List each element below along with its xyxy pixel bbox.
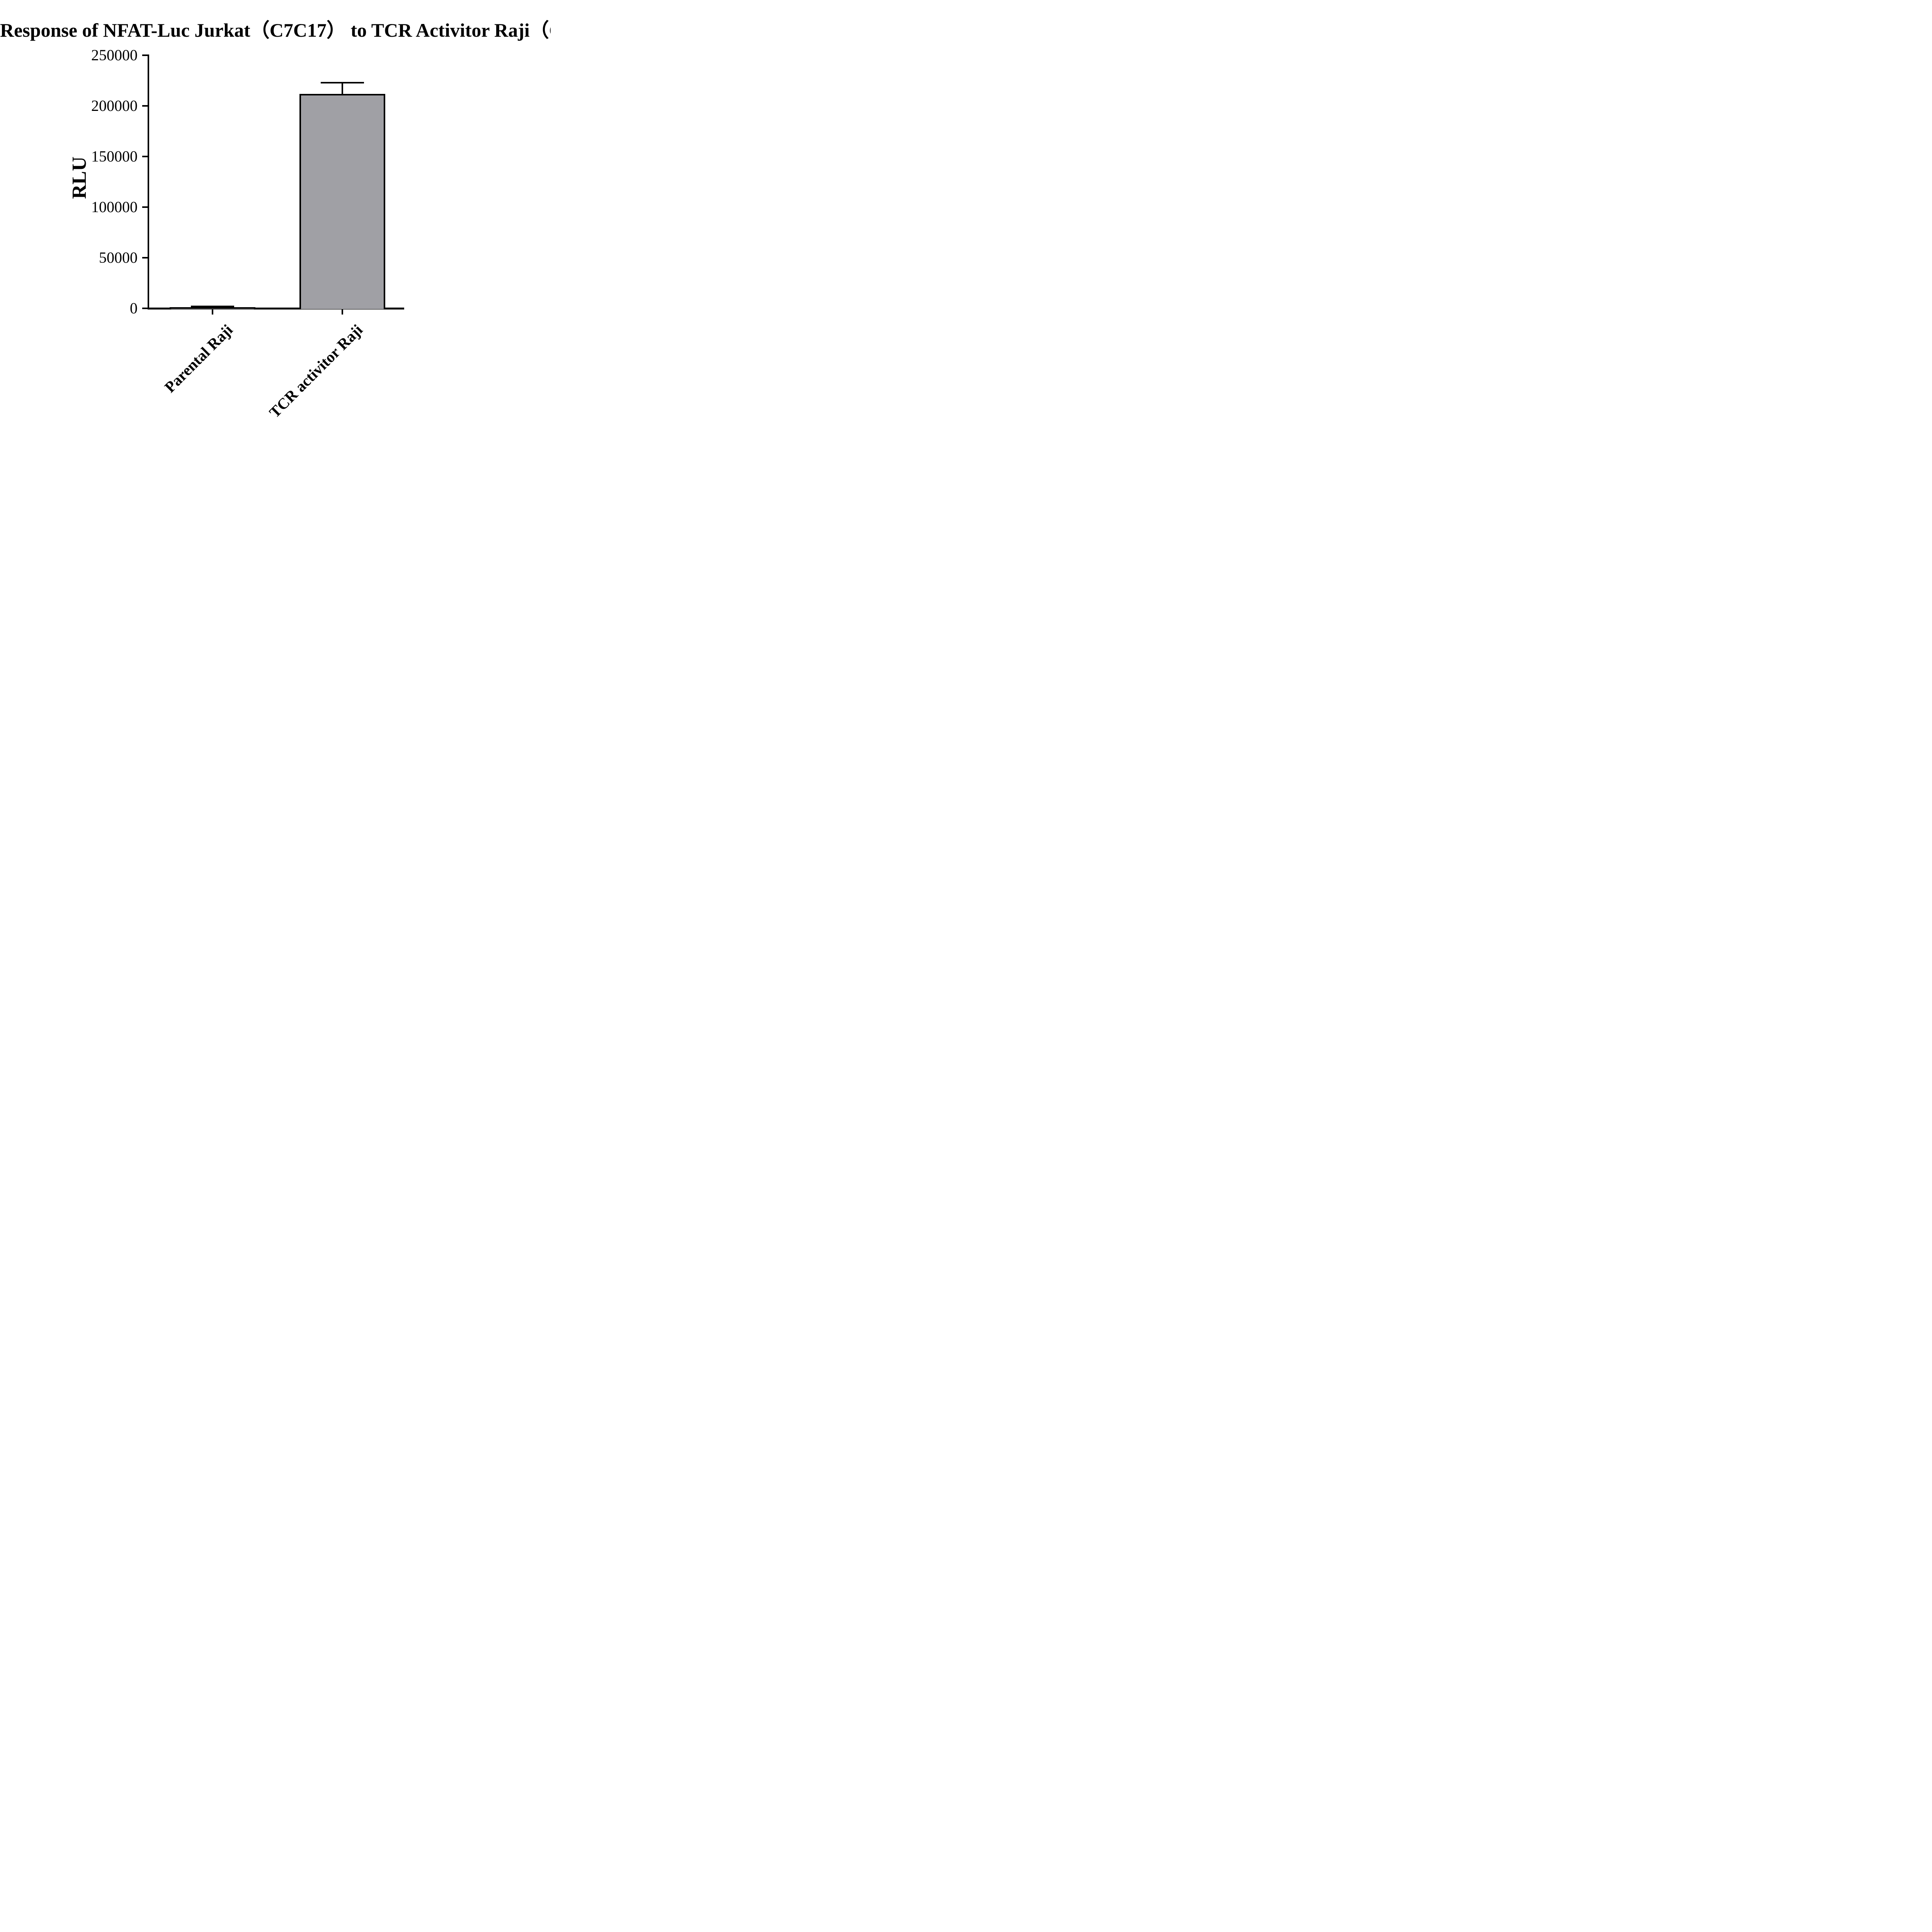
y-tick-mark — [142, 105, 148, 107]
x-category-label-tcr-activitor-raji: TCR activitor Raji — [265, 321, 366, 421]
y-tick-label: 0 — [130, 299, 138, 317]
y-tick-mark — [142, 308, 148, 309]
x-tick-mark — [342, 310, 343, 315]
bar-tcr-activitor-raji — [299, 94, 385, 309]
y-axis-line — [148, 54, 149, 309]
y-tick-label: 250000 — [91, 46, 138, 64]
y-tick-label: 100000 — [91, 198, 138, 216]
error-bar-cap — [321, 82, 364, 84]
chart-title: Response of NFAT-Luc Jurkat（C7C17） to TC… — [0, 19, 551, 41]
x-axis-line — [148, 308, 404, 310]
error-bar-cap — [191, 306, 234, 308]
x-tick-mark — [212, 310, 213, 315]
y-tick-label: 50000 — [99, 249, 138, 266]
y-tick-label: 150000 — [91, 148, 138, 165]
y-tick-mark — [142, 206, 148, 208]
bar-chart-figure: Response of NFAT-Luc Jurkat（C7C17） to TC… — [0, 0, 551, 444]
y-tick-mark — [142, 54, 148, 56]
bar-parental-raji — [170, 307, 255, 309]
x-category-label-parental-raji: Parental Raji — [161, 321, 236, 396]
error-bar-whisker — [342, 82, 343, 94]
y-tick-mark — [142, 156, 148, 157]
y-tick-mark — [142, 257, 148, 259]
y-tick-label: 200000 — [91, 97, 138, 114]
